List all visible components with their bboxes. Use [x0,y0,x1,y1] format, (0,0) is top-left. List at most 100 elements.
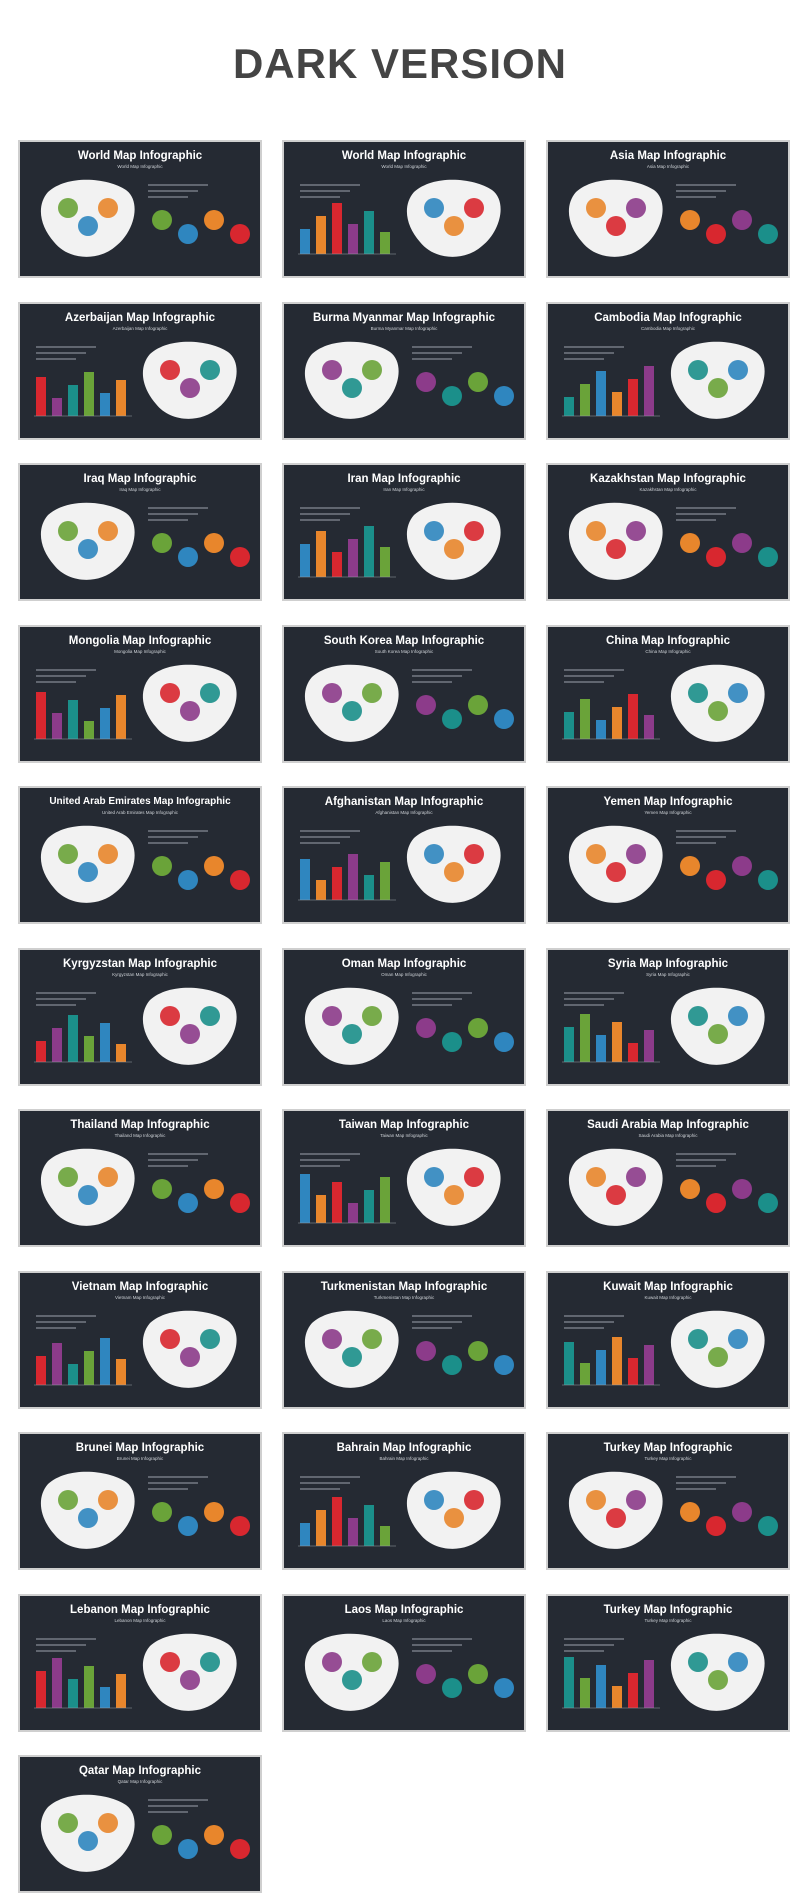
text-line [676,1153,736,1155]
stat-bar [52,1342,62,1385]
slide-title: Qatar Map Infographic [78,1765,202,1777]
slide-thumbnail[interactable]: Bahrain Map Infographic Bahrain Map Infog… [282,1432,526,1570]
slide-thumbnail[interactable]: Syria Map Infographic Syria Map Infograph… [546,947,790,1086]
text-line [564,351,614,354]
slide-thumbnail[interactable]: Turkey Map Infographic Turkey Map Infogra… [546,1593,790,1732]
stat-bar [364,526,374,577]
slide-thumbnail[interactable]: Vietnam Map Infographic Vietnam Map Infog… [18,1270,262,1409]
text-line [148,830,208,832]
slide-thumbnail[interactable]: Taiwan Map Infographic Taiwan Map Infogra… [282,1109,526,1247]
map-illustration [40,1471,250,1549]
slide-thumbnail[interactable]: United Arab Emirates Map Infographic Unit… [18,786,262,924]
slide-thumbnail[interactable]: Cambodia Map Infographic Cambodia Map Inf… [546,301,790,440]
stat-circle [468,371,488,392]
map-region [362,1328,382,1349]
map-region [322,1651,342,1672]
map-region [424,521,444,541]
slide-thumbnail[interactable]: Kazakhstan Map Infographic Kazakhstan Map… [546,463,790,601]
stat-circle [494,1354,514,1375]
slide-thumbnail[interactable]: Azerbaijan Map Infographic Azerbaijan Map… [18,301,262,440]
stat-bar [644,1029,654,1062]
stat-bar [644,1659,654,1708]
map-illustration [562,1310,765,1388]
slide-subtitle: Taiwan Map Infographic [380,1133,428,1138]
text-line [412,680,452,683]
slide-subtitle: Oman Map Infographic [381,971,427,977]
slide-thumbnail[interactable]: Turkmenistan Map Infographic Turkmenistan… [282,1270,526,1409]
map-region [424,198,444,218]
stat-circle [230,1516,250,1536]
map-region [98,1167,118,1187]
map-region [200,359,220,380]
stat-circle [178,1193,198,1213]
stat-bar [564,1656,574,1708]
map-region [362,1005,382,1026]
slide-thumbnail[interactable]: Brunei Map Infographic Brunei Map Infogra… [18,1432,262,1570]
slide-thumbnail[interactable]: Burma Myanmar Map Infographic Burma Myanm… [282,301,526,440]
map-illustration [34,987,237,1065]
text-line [564,1326,604,1329]
stat-bar [332,1182,342,1223]
stat-bar [612,1021,622,1062]
stat-circle [732,1502,752,1522]
slide-thumbnail[interactable]: Asia Map Infographic Asia Map Infographic [546,140,790,278]
map-region [688,359,708,380]
stat-bar [596,370,606,416]
slide-subtitle: South Korea Map Infographic [374,648,434,654]
stat-circle [758,547,778,567]
stat-circle [416,1663,436,1684]
slide-subtitle: Mongolia Map Infographic [114,648,166,654]
slide-thumbnail[interactable]: Yemen Map Infographic Yemen Map Infograph… [546,786,790,924]
stat-bar [100,1337,110,1385]
stat-bar [580,1362,590,1385]
stat-circle [732,533,752,553]
slide-thumbnail[interactable]: World Map Infographic World Map Infograph… [282,140,526,278]
map-illustration [298,179,501,257]
map-region [98,198,118,218]
slide-thumbnail[interactable]: Lebanon Map Infographic Lebanon Map Infog… [18,1593,262,1732]
stat-bar [116,1673,126,1708]
stat-bar [364,875,374,900]
stat-bar [628,1357,638,1385]
map-region [444,862,464,882]
slide-thumbnail[interactable]: Laos Map Infographic Laos Map Infographic [282,1593,526,1732]
slide-thumbnail[interactable]: Kyrgyzstan Map Infographic Kyrgyzstan Map… [18,947,262,1086]
stat-bar [348,1203,358,1223]
slide-thumbnail[interactable]: Afghanistan Map Infographic Afghanistan M… [282,786,526,924]
text-line [300,1476,360,1478]
text-line [412,345,472,348]
map-region [362,1651,382,1672]
slide-thumbnail[interactable]: Iran Map Infographic Iran Map Infographic [282,463,526,601]
slide-thumbnail[interactable]: South Korea Map Infographic South Korea M… [282,624,526,763]
slide-thumbnail[interactable]: Kuwait Map Infographic Kuwait Map Infogra… [546,1270,790,1409]
slide-thumbnail[interactable]: Turkey Map Infographic Turkey Map Infogra… [546,1432,790,1570]
map-region [98,1490,118,1510]
map-region [464,1490,484,1510]
slide-thumbnail[interactable]: Qatar Map Infographic Qatar Map Infograph… [18,1755,262,1893]
map-region [58,1490,78,1510]
slide-subtitle: Brunei Map Infographic [116,1456,164,1461]
text-line [36,680,76,683]
map-region [586,1167,606,1187]
slide-thumbnail[interactable]: World Map Infographic World Map Infograph… [18,140,262,278]
map-illustration [40,502,250,580]
slide-thumbnail[interactable]: Mongolia Map Infographic Mongolia Map Inf… [18,624,262,763]
text-line [36,357,76,360]
stat-circle [706,1193,726,1213]
stat-circle [758,870,778,890]
slide-title: Asia Map Infographic [609,150,727,162]
slide-thumbnail[interactable]: Saudi Arabia Map Infographic Saudi Arabia… [546,1109,790,1247]
text-line [676,1165,716,1167]
stat-bar [580,1013,590,1062]
slide-thumbnail[interactable]: Thailand Map Infographic Thailand Map Inf… [18,1109,262,1247]
map-region [708,1346,728,1367]
map-region [342,1669,362,1690]
map-region [688,1005,708,1026]
text-line [412,991,472,994]
slide-thumbnail[interactable]: China Map Infographic China Map Infograph… [546,624,790,763]
stat-circle [230,870,250,890]
slide-thumbnail[interactable]: Oman Map Infographic Oman Map Infographic [282,947,526,1086]
slide-thumbnail[interactable]: Iraq Map Infographic Iraq Map Infographic [18,463,262,601]
map-region [728,682,748,703]
stat-circle [204,533,224,553]
